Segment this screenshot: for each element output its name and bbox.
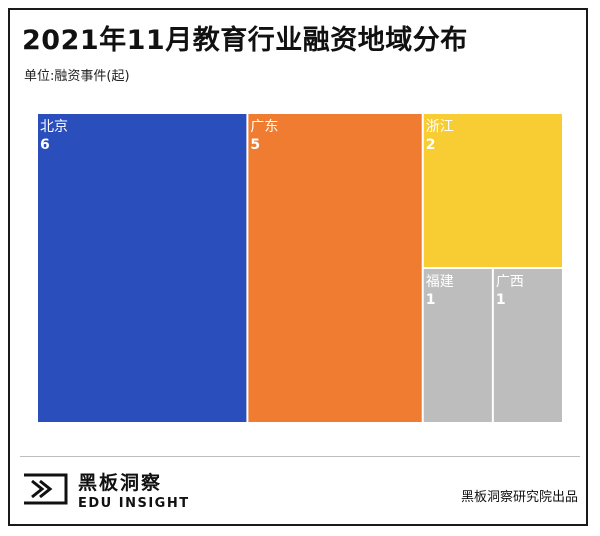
chart-title: 2021年11月教育行业融资地域分布	[22, 25, 468, 56]
treemap-tile-1	[248, 114, 422, 422]
treemap-tile-2	[423, 114, 562, 267]
treemap-label-1: 广东	[250, 119, 278, 135]
treemap-chart: 北京 6 广东 5 浙江 2 福建 1 广西 1	[38, 114, 562, 422]
treemap-tile-4	[493, 269, 562, 422]
brand-name-cn: 黑板洞察	[78, 472, 163, 494]
footer-divider	[20, 456, 580, 457]
treemap-label-2: 浙江	[426, 119, 454, 135]
edu-insight-logo-icon	[24, 473, 68, 505]
source-note: 黑板洞察研究院出品	[460, 490, 578, 505]
treemap-tile-0	[38, 114, 247, 422]
treemap-value-3: 1	[426, 292, 436, 308]
brand-name-en: EDU INSIGHT	[78, 496, 190, 511]
treemap-value-4: 1	[496, 292, 506, 308]
treemap-value-1: 5	[250, 137, 260, 153]
chart-subtitle: 单位:融资事件(起)	[24, 69, 130, 84]
treemap-label-3: 福建	[426, 274, 454, 290]
treemap-value-2: 2	[426, 137, 436, 153]
treemap-value-0: 6	[40, 137, 50, 153]
treemap-label-4: 广西	[496, 274, 524, 290]
treemap-tile-3	[423, 269, 492, 422]
treemap-label-0: 北京	[40, 119, 68, 135]
